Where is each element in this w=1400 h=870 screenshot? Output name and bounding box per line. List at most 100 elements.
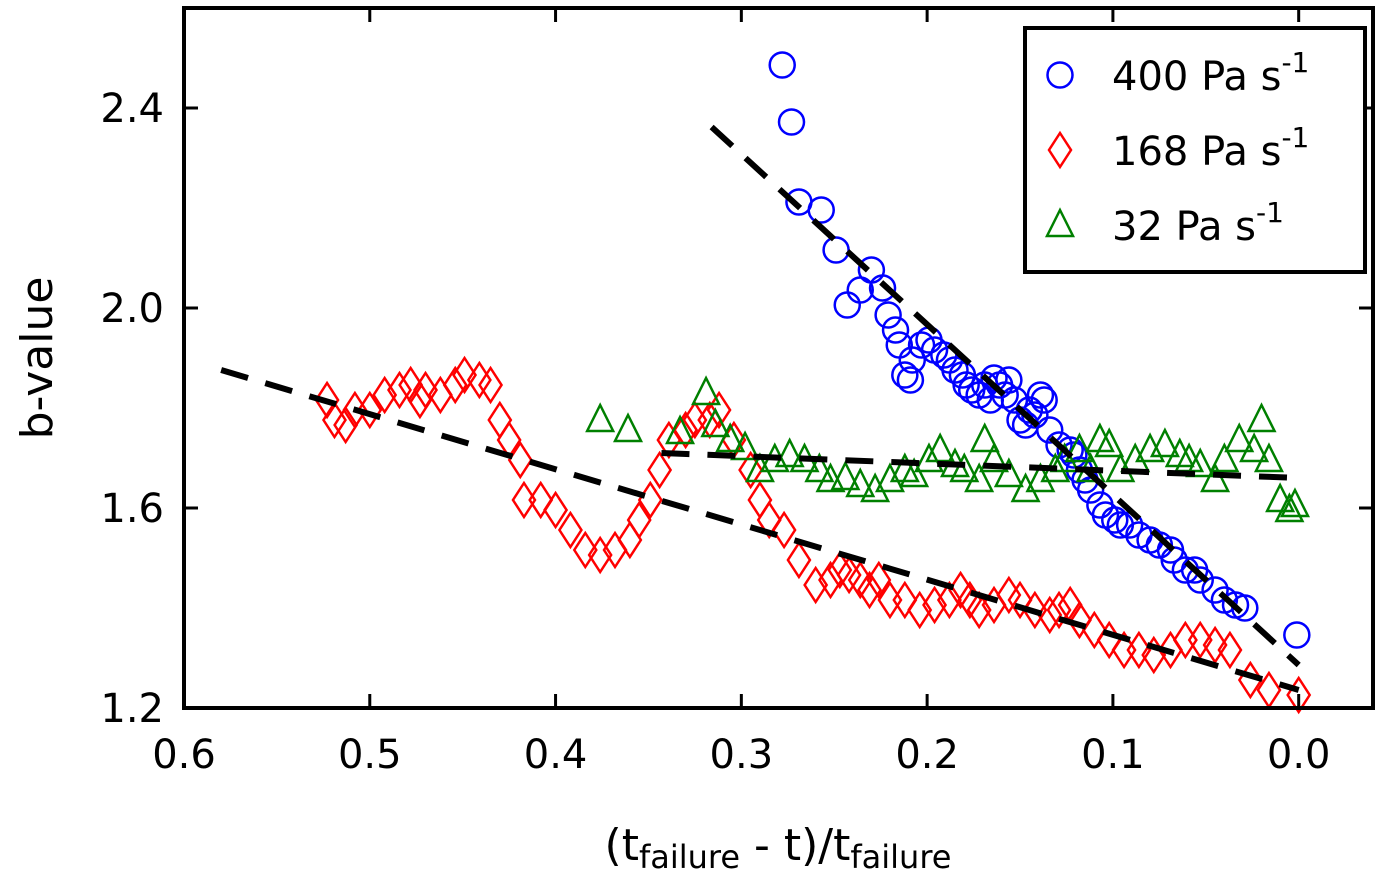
- circle-point: [1000, 386, 1029, 414]
- legend-diamond-icon: [1047, 130, 1073, 170]
- triangle-point: [700, 407, 731, 438]
- diamond-point: [442, 365, 468, 405]
- legend-label: 400 Pa s-1: [1112, 46, 1309, 100]
- legend-item: 400 Pa s-1: [1046, 46, 1309, 100]
- diamond-point: [637, 480, 663, 520]
- diamond-point: [357, 390, 383, 430]
- legend-label: 168 Pa s-1: [1112, 121, 1309, 175]
- diamond-point: [626, 500, 652, 540]
- legend-item: 32 Pa s-1: [1044, 196, 1284, 250]
- triangle-point: [691, 375, 722, 406]
- diamond-point: [966, 590, 992, 630]
- triangle-point: [899, 457, 930, 488]
- legend-triangle-icon: [1044, 207, 1076, 238]
- circle-point: [907, 331, 936, 359]
- diamond-point: [487, 400, 513, 440]
- diamond-point: [771, 510, 797, 550]
- circle-point: [1101, 506, 1129, 534]
- diamond-point: [1081, 610, 1107, 650]
- triangle-point: [1149, 427, 1180, 458]
- y-axis-label: b-value: [12, 277, 63, 440]
- triangle-point: [715, 422, 746, 453]
- triangle-point: [1274, 492, 1305, 523]
- circle-point: [874, 301, 902, 329]
- plot-marks: [314, 51, 1312, 715]
- diamond-point: [836, 555, 862, 595]
- y-tick-label: 1.2: [100, 686, 164, 732]
- triangle-point: [585, 402, 616, 433]
- diamond-point: [511, 480, 537, 520]
- diamond-point: [1096, 620, 1122, 660]
- triangle-point: [1246, 402, 1277, 433]
- triangle-point: [1253, 442, 1284, 473]
- diamond-point: [866, 560, 892, 600]
- circle-point: [891, 361, 919, 389]
- diamond-point: [803, 565, 829, 605]
- fit-lines: [220, 124, 1301, 693]
- triangle-point: [845, 467, 876, 498]
- triangle-point: [1064, 432, 1095, 463]
- y-tick-label: 1.6: [100, 486, 164, 532]
- triangle-point: [1239, 432, 1270, 463]
- diamond-point: [786, 540, 812, 580]
- diamond-point: [478, 365, 504, 405]
- diamond-point: [1172, 620, 1198, 660]
- diamond-point: [747, 480, 773, 520]
- circle-point: [833, 291, 861, 319]
- circle-point: [768, 51, 796, 79]
- circle-point: [898, 346, 927, 374]
- legend-box: [1023, 26, 1367, 274]
- legend: 400 Pa s-1 168 Pa s-1 32 Pa s-1: [1023, 26, 1367, 274]
- diamond-point: [1202, 625, 1228, 665]
- circle-point: [1283, 621, 1311, 649]
- triangle-point: [1224, 422, 1255, 453]
- diamond-point: [314, 380, 340, 420]
- x-tick-label: 0.6: [152, 732, 216, 778]
- triangle-point: [964, 462, 995, 493]
- triangle-point: [969, 422, 1000, 453]
- triangle-point: [874, 462, 905, 493]
- diamond-point: [1046, 590, 1072, 630]
- triangle-point: [1025, 462, 1056, 493]
- fit-400-line: [709, 124, 1301, 668]
- triangle-point: [1010, 472, 1041, 503]
- diamond-point: [756, 500, 782, 540]
- circle-point: [807, 196, 835, 224]
- diamond-point: [1187, 620, 1213, 660]
- triangle-point: [860, 472, 891, 503]
- triangle-point: [830, 460, 861, 491]
- diamond-point: [1217, 630, 1243, 670]
- diamond-point: [452, 355, 478, 395]
- x-tick-label: 0.1: [1081, 732, 1145, 778]
- legend-circle-icon: [1046, 61, 1074, 89]
- diamond-point: [1037, 595, 1063, 635]
- legend-item: 168 Pa s-1: [1047, 121, 1309, 175]
- x-tick-label: 0.4: [524, 732, 588, 778]
- circle-point: [995, 366, 1023, 394]
- diamond-point: [321, 400, 347, 440]
- triangle-point: [1209, 442, 1240, 473]
- fit-32-line: [661, 450, 1299, 481]
- circle-point: [1201, 576, 1229, 604]
- triangle-point: [978, 442, 1010, 473]
- diamond-point: [387, 370, 412, 410]
- triangle-point: [774, 437, 805, 468]
- triangle-point: [913, 442, 945, 473]
- legend-label: 32 Pa s-1: [1112, 196, 1284, 250]
- diamond-point: [647, 450, 673, 490]
- circle-point: [1060, 441, 1088, 469]
- diamond-point: [922, 585, 948, 625]
- x-tick-label: 0.3: [710, 732, 774, 778]
- diamond-point: [587, 535, 613, 575]
- triangle-point: [730, 430, 761, 461]
- circle-point: [896, 366, 925, 394]
- circle-point: [777, 108, 806, 136]
- y-tick-label: 2.0: [100, 286, 164, 332]
- triangle-point: [612, 412, 644, 443]
- diamond-point: [1022, 590, 1048, 630]
- triangle-point: [949, 452, 980, 483]
- triangle-point: [1049, 442, 1080, 473]
- axis-ticks: 0.6 0.5 0.4 0.3 0.2 0.1 0.0 1.2 1.6 2.0 2.4: [100, 8, 1373, 778]
- diamond-point: [877, 580, 903, 620]
